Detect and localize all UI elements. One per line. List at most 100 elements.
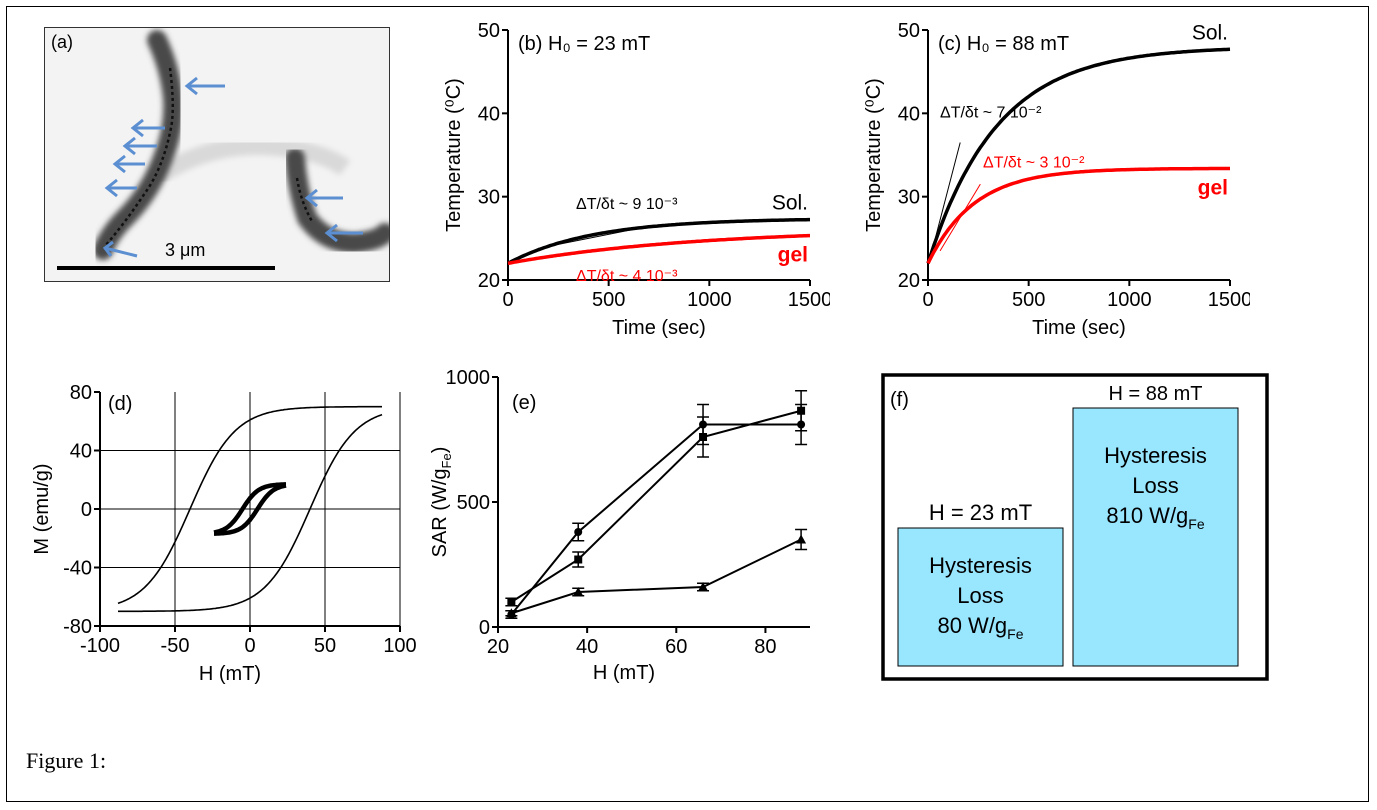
- bar-category-label: H = 88 mT: [1109, 383, 1203, 405]
- bar-value-label: 80 W/gFe: [937, 613, 1023, 642]
- slope-line-gel: [939, 183, 981, 252]
- y-tick-label: -80: [63, 616, 92, 638]
- y-tick-label: 80: [70, 382, 92, 404]
- x-tick-label: 80: [754, 636, 776, 658]
- micrograph-panel-a: (a) 3 μm: [44, 27, 390, 282]
- y-tick-label: 30: [898, 187, 920, 209]
- data-point-triangle: [698, 582, 709, 591]
- y-tick-label: 20: [898, 270, 920, 292]
- series-label: Sol.: [1192, 21, 1228, 44]
- panel-label: (f): [890, 389, 909, 411]
- annotation-slope-gel: ΔT/δt ~ 3 10⁻²: [983, 155, 1085, 172]
- bar-text-line2: Loss: [957, 583, 1003, 608]
- y-tick-label: 50: [898, 20, 920, 42]
- y-tick-label: 40: [70, 441, 92, 463]
- y-tick-label: 1000: [446, 367, 491, 389]
- panel-f-border: [881, 373, 1269, 681]
- bar-value-label: 810 W/gFe: [1106, 503, 1204, 532]
- micrograph-image: [45, 28, 389, 281]
- bar-text-line1: Hysteresis: [1104, 443, 1207, 468]
- x-tick-label: 50: [314, 635, 336, 657]
- bar-text-line1: Hysteresis: [929, 553, 1032, 578]
- x-axis-label: Time (sec): [1032, 317, 1126, 339]
- y-axis-label: M (emu/g): [31, 463, 53, 554]
- figure-caption: Figure 1:: [26, 748, 107, 773]
- x-tick-label: 500: [592, 289, 625, 311]
- bar-23mT: [897, 527, 1064, 667]
- figure-frame: [6, 6, 1369, 802]
- x-tick-label: 0: [922, 289, 933, 311]
- series-line-gel: [926, 166, 1230, 265]
- loop-ascending-minor: [214, 483, 287, 536]
- loop-descending-major: [117, 405, 382, 605]
- y-tick-label: 50: [478, 20, 500, 42]
- loop-ascending-major: [118, 413, 383, 613]
- slope-line-gel: [538, 244, 639, 260]
- data-point-circle: [574, 528, 583, 536]
- y-axis-label: SAR (W/gFe): [429, 447, 454, 558]
- annotation-slope-sol: ΔT/δt ~ 7 10⁻²: [940, 105, 1042, 122]
- y-axis-label: Temperature (⁰C): [863, 78, 885, 232]
- series-label: gel: [1198, 176, 1228, 199]
- x-tick-label: 40: [576, 636, 598, 658]
- y-tick-label: -40: [63, 558, 92, 580]
- x-tick-label: 500: [1012, 289, 1045, 311]
- x-axis-label: H (mT): [593, 662, 655, 684]
- x-axis-label: H (mT): [199, 663, 261, 685]
- data-point-square: [797, 406, 806, 415]
- data-point-triangle: [796, 534, 807, 544]
- data-point-triangle: [506, 608, 517, 618]
- series-line-Sol: [926, 47, 1231, 264]
- x-tick-label: -50: [161, 635, 190, 657]
- series-line-gel: [507, 233, 810, 266]
- x-tick-label: 1500: [1208, 289, 1250, 311]
- panel-label: (d): [108, 393, 132, 415]
- chart-d-hysteresis: -100 -50 0 50 100 -80 -40 0 40 80 H (mT) M (emu/g) (…: [31, 382, 417, 685]
- y-tick-label: 40: [898, 103, 920, 125]
- panel-label: (b) H₀ = 23 mT: [518, 33, 650, 55]
- x-tick-label: 1500: [788, 289, 830, 311]
- magnetosome-chain-right: [295, 177, 315, 224]
- x-tick-label: 100: [383, 635, 416, 657]
- y-axis-label: Temperature (⁰C): [443, 78, 465, 232]
- x-tick-label: 1000: [687, 289, 732, 311]
- sar-series-line-square: [510, 409, 802, 603]
- data-point-square: [507, 598, 516, 606]
- x-tick-label: 20: [487, 636, 509, 658]
- y-tick-label: 20: [478, 270, 500, 292]
- x-tick-label: -100: [80, 635, 120, 657]
- x-axis-label: Time (sec): [612, 317, 706, 339]
- series-line-Sol: [507, 217, 810, 265]
- x-tick-label: 0: [502, 289, 513, 311]
- data-point-triangle: [573, 587, 584, 596]
- panel-a-label: (a): [51, 32, 73, 52]
- x-tick-label: 0: [244, 635, 255, 657]
- x-tick-label: 60: [665, 636, 687, 658]
- series-label: gel: [778, 244, 808, 267]
- chart-f-hysteresis-loss: (f) H = 23 mT Hysteresis Loss 80 W/gFe H = 88…: [881, 373, 1269, 681]
- panel-label: (c) H₀ = 88 mT: [938, 33, 1069, 55]
- y-tick-label: 500: [457, 492, 490, 514]
- annotation-slope-gel: ΔT/δt ~ 4 10⁻³: [576, 268, 678, 285]
- y-tick-label: 0: [479, 617, 490, 639]
- magnetosome-chain-left: [104, 67, 174, 247]
- annotation-slope-sol: ΔT/δt ~ 9 10⁻³: [576, 196, 678, 213]
- y-tick-label: 40: [478, 103, 500, 125]
- x-tick-label: 1000: [1107, 289, 1152, 311]
- panel-label: (e): [512, 392, 536, 414]
- arrow-markers: [102, 76, 363, 258]
- scale-bar-label: 3 μm: [165, 240, 206, 260]
- y-tick-label: 30: [478, 187, 500, 209]
- bar-category-label: H = 23 mT: [929, 500, 1032, 525]
- bacterium-right: [285, 148, 389, 254]
- y-tick-label: 0: [81, 499, 92, 521]
- bar-text-line2: Loss: [1132, 473, 1178, 498]
- sar-series-line-circle: [510, 423, 802, 616]
- chart-e-sar: 0 500 1000 20 40 60 80 H (mT) SAR (W/gFe) (e): [429, 367, 810, 684]
- loop-descending-minor: [213, 482, 286, 535]
- sar-series-line-triangle: [511, 538, 802, 615]
- data-point-square: [574, 555, 583, 564]
- data-point-square: [699, 433, 708, 441]
